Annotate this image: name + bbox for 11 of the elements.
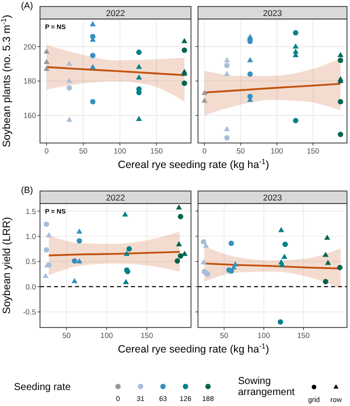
text: (A) xyxy=(21,0,33,10)
chart-title: 2023 xyxy=(263,8,282,18)
y-axis-title: Soybean yield (LRR) xyxy=(1,217,13,314)
chart-title: 2022 xyxy=(106,192,126,202)
chart-title: 2023 xyxy=(263,192,282,202)
x-axis-title: Cereal rye seeding rate (kg ha$^{-1}$) xyxy=(118,156,270,171)
legend-title: Seeding rate xyxy=(14,382,72,393)
chart-title: 2022 xyxy=(106,8,126,18)
x-axis-title: Cereal rye seeding rate (kg ha$^{-1}$) xyxy=(118,341,270,356)
legend-title: Sowing arrangement xyxy=(238,376,295,398)
text: (B) xyxy=(21,185,33,195)
